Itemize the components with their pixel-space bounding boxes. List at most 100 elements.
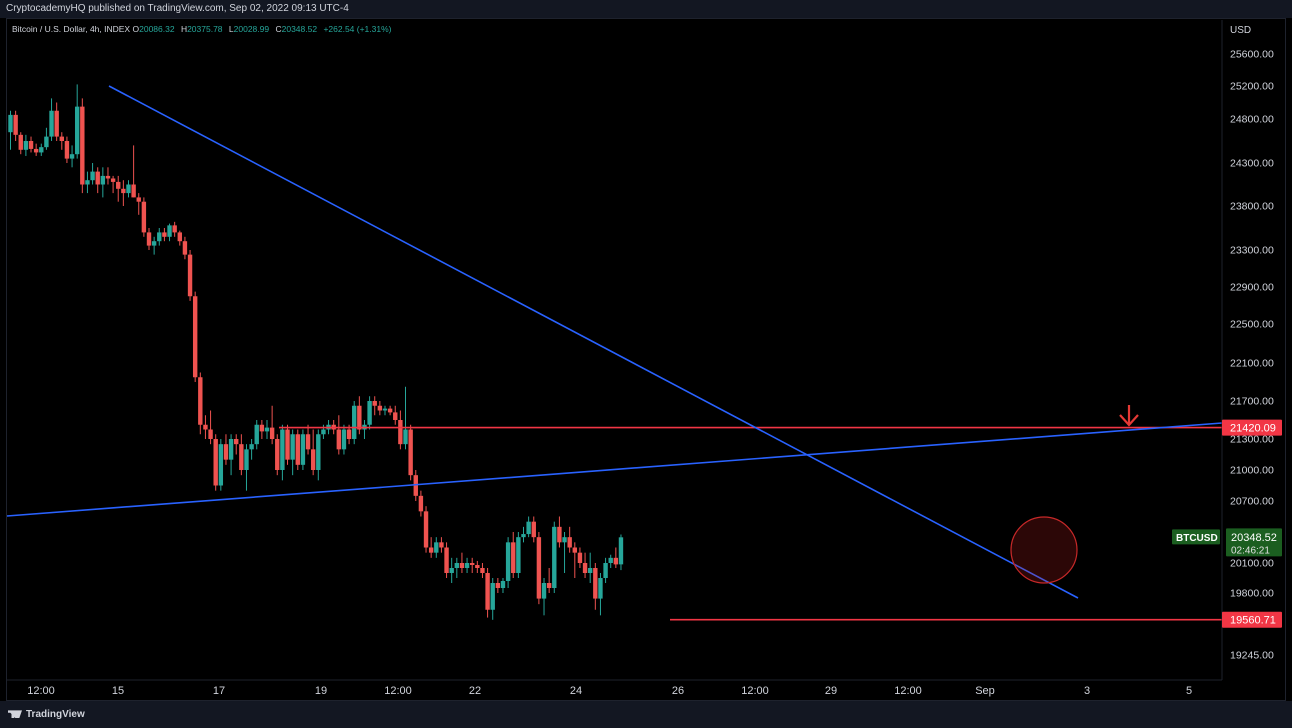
candle-body <box>357 405 362 430</box>
candle-body <box>454 563 460 568</box>
candle-body <box>567 537 572 548</box>
symbol-legend: Bitcoin / U.S. Dollar, 4h, INDEX O20086.… <box>12 24 392 34</box>
candle-body <box>285 429 290 460</box>
ticker-label: BTCUSD <box>1176 533 1218 544</box>
candle-body <box>244 449 249 470</box>
price-tick-label: 22100.00 <box>1230 358 1274 370</box>
candle-body <box>131 184 136 198</box>
chart-frame[interactable] <box>6 18 1286 701</box>
legend-high-label: H <box>180 24 188 34</box>
candle-body <box>603 563 608 578</box>
candle-body <box>290 434 295 460</box>
tradingview-brand: TradingView <box>26 709 85 720</box>
candle-body <box>187 254 193 297</box>
candle-body <box>136 197 141 202</box>
price-tick-label: 24800.00 <box>1230 114 1274 126</box>
price-tick-label: 20700.00 <box>1230 496 1274 508</box>
candle-body <box>269 427 275 439</box>
legend-high: 20375.78 <box>187 24 223 34</box>
candle-body <box>434 542 439 553</box>
candle-body <box>146 232 152 246</box>
candle-body <box>162 232 167 237</box>
candle-body <box>439 542 444 548</box>
candle-body <box>495 583 501 588</box>
price-axis-currency: USD <box>1230 25 1251 36</box>
legend-change: +262.54 (+1.31%) <box>323 24 392 34</box>
candle-body <box>116 181 121 189</box>
candle-body <box>121 188 126 194</box>
candle-body <box>157 232 162 242</box>
price-tick-label: 21300.00 <box>1230 434 1274 446</box>
ascending-trendline <box>6 422 1223 517</box>
published-caption: CryptocademyHQ published on TradingView.… <box>6 3 349 14</box>
tradingview-logo[interactable]: TradingView <box>8 709 85 720</box>
support-price-label: 19560.71 <box>1230 615 1276 627</box>
time-tick-label: 12:00 <box>894 685 922 697</box>
countdown-label: 02:46:21 <box>1231 545 1270 556</box>
candle-body <box>254 424 259 445</box>
candle-body <box>562 537 567 543</box>
footer-bar <box>0 701 1292 728</box>
price-axis: USD 25600.00 25200.00 24800.00 24300.00 23800… <box>1221 20 1274 680</box>
candle-body <box>372 401 377 406</box>
candle-body <box>192 296 198 378</box>
candle-body <box>531 521 536 538</box>
header-bar <box>0 0 1292 18</box>
price-tick-label: 22500.00 <box>1230 319 1274 331</box>
candle-body <box>110 178 116 182</box>
legend-open: 20086.32 <box>139 24 175 34</box>
highlight-circle <box>1010 516 1078 584</box>
candle-body <box>480 568 485 573</box>
candle-body <box>546 583 552 588</box>
candle-body <box>367 401 372 425</box>
price-tick-label: 21700.00 <box>1230 396 1274 408</box>
legend-low: 20028.99 <box>233 24 270 34</box>
time-tick-label: 12:00 <box>27 685 55 697</box>
price-tick-label: 19245.00 <box>1230 650 1274 662</box>
candle-body <box>23 141 29 150</box>
last-price-label: 20348.52 <box>1231 532 1277 544</box>
candle-body <box>613 557 619 565</box>
candle-body <box>18 134 23 150</box>
candle-body <box>516 537 521 573</box>
ticker-label-bg <box>1172 529 1220 545</box>
candle-body <box>470 563 475 565</box>
legend-close: 20348.52 <box>281 24 318 34</box>
candle-body <box>239 444 244 470</box>
candle-body <box>234 439 239 445</box>
price-tick-label: 23300.00 <box>1230 245 1274 257</box>
candle-body <box>577 552 583 563</box>
candle-body <box>608 557 613 563</box>
candle-body <box>177 232 182 242</box>
candle-body <box>275 439 280 470</box>
candle-body <box>39 147 44 153</box>
time-axis: 12:00 15 17 19 12:00 22 24 26 12:00 29 12:00 Sep 3 5 <box>7 679 1222 697</box>
candle-body <box>300 434 306 465</box>
price-tick-label: 21000.00 <box>1230 465 1274 477</box>
time-tick-label: 12:00 <box>384 685 412 697</box>
candle-body <box>54 110 59 137</box>
candle-body <box>105 175 111 179</box>
candle-body <box>249 444 254 450</box>
legend-low-label: L <box>228 24 234 34</box>
time-tick-label: 17 <box>213 685 225 697</box>
candle-body <box>310 449 316 470</box>
candle-body <box>280 429 285 470</box>
candle-body <box>259 424 265 432</box>
candle-body <box>80 106 85 185</box>
candle-body <box>464 563 470 568</box>
price-tick-label: 20100.00 <box>1230 558 1274 570</box>
candle-body <box>49 110 54 137</box>
candle-body <box>572 547 577 553</box>
down-arrow-icon <box>1119 405 1139 427</box>
candle-body <box>557 526 562 543</box>
candle-body <box>475 565 480 568</box>
price-tick-label: 23800.00 <box>1230 201 1274 213</box>
time-tick-label: 22 <box>469 685 481 697</box>
candle-body <box>223 444 229 460</box>
time-tick-label: 5 <box>1186 685 1192 697</box>
candle-body <box>500 581 506 588</box>
candle-body <box>141 201 147 233</box>
candle-body <box>305 434 311 450</box>
